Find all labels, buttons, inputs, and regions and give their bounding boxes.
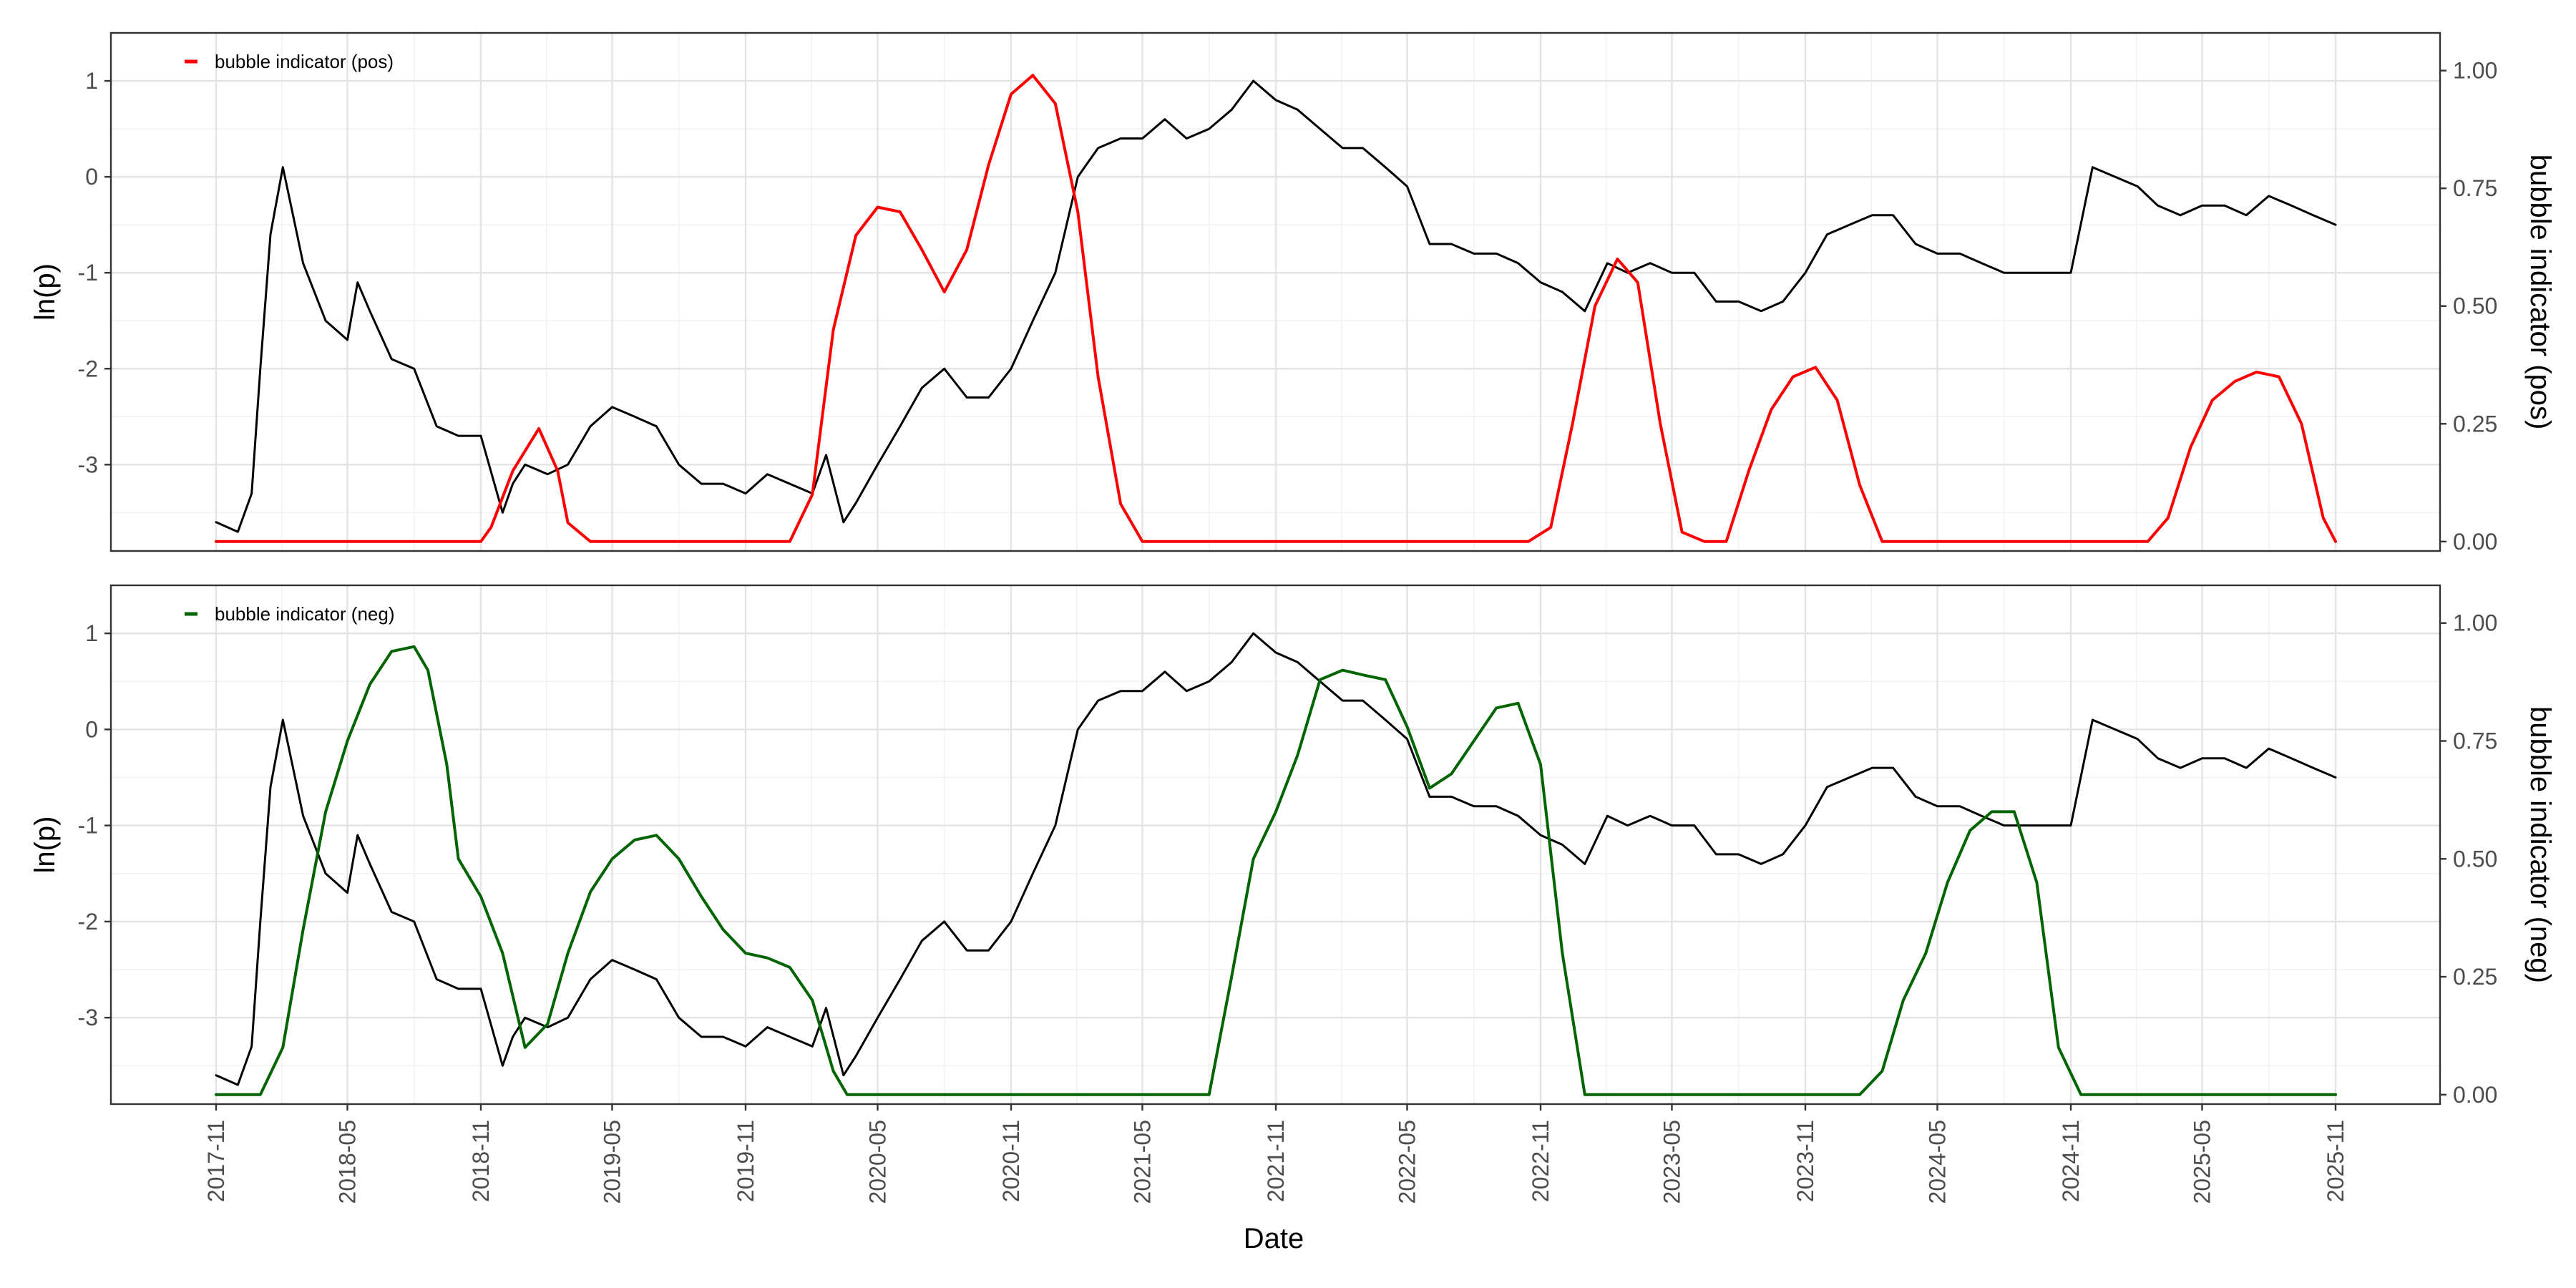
y-axis-title-right: bubble indicator (neg) (2524, 706, 2556, 983)
panel-border (109, 31, 2441, 552)
y-tick-label-left: 0 (85, 716, 98, 742)
legend-label: bubble indicator (pos) (215, 51, 394, 72)
x-tick-label: 2020-11 (998, 1120, 1024, 1202)
x-tick-label: 2025-11 (2323, 1120, 2348, 1202)
x-axis-title: Date (1244, 1223, 1304, 1254)
x-tick-label: 2024-05 (1924, 1120, 1950, 1204)
y-axis-title-left: ln(p) (29, 816, 61, 873)
y-tick-label-right: 0.25 (2453, 964, 2497, 990)
x-tick-label: 2017-11 (203, 1120, 229, 1202)
y-tick-label-right: 0.50 (2453, 846, 2497, 872)
x-tick-label: 2023-11 (1792, 1120, 1818, 1202)
y-axis-title-right: bubble indicator (pos) (2524, 155, 2556, 430)
x-tick-label: 2019-11 (733, 1120, 758, 1202)
y-tick-label-left: -1 (78, 813, 98, 839)
y-tick-label-left: -2 (78, 909, 98, 935)
x-tick-label: 2024-11 (2058, 1120, 2084, 1202)
x-tick-label: 2018-11 (468, 1120, 494, 1202)
y-tick-label-right: 0.00 (2453, 529, 2497, 555)
series-line-bubble-indicator (215, 74, 2337, 543)
x-tick-label: 2023-05 (1659, 1120, 1684, 1204)
x-tick-label: 2021-05 (1129, 1120, 1155, 1204)
y-tick-label-left: 1 (85, 68, 98, 94)
panel-pos: 1 0 -1 -2 -3 1.00 0.75 0.50 0.25 0.00 ln(p) bubble … (29, 31, 2556, 555)
y-axis-title-left: ln(p) (29, 263, 61, 321)
x-tick-label: 2025-05 (2189, 1120, 2215, 1204)
y-tick-label-left: -3 (78, 452, 98, 477)
y-tick-label-right: 0.75 (2453, 728, 2497, 754)
series-line-lnp (215, 79, 2337, 533)
series-line-bubble-indicator (215, 645, 2337, 1096)
y-tick-label-left: 1 (85, 620, 98, 646)
x-tick-label: 2018-05 (334, 1120, 360, 1204)
y-tick-label-left: 0 (85, 164, 98, 190)
x-tick-label: 2021-11 (1263, 1120, 1289, 1202)
series-line-lnp (215, 632, 2337, 1086)
legend-label: bubble indicator (neg) (215, 603, 395, 625)
panel-neg: 1 0 -1 -2 -3 1.00 0.75 0.50 0.25 0.00 ln(p) bubble … (29, 584, 2556, 1108)
y-tick-label-left: -1 (78, 260, 98, 286)
x-tick-label: 2022-05 (1394, 1120, 1420, 1204)
x-tick-label: 2022-11 (1528, 1120, 1553, 1202)
y-tick-label-right: 0.25 (2453, 411, 2497, 436)
y-tick-label-right: 0.00 (2453, 1082, 2497, 1108)
y-tick-label-right: 1.00 (2453, 58, 2497, 84)
x-tick-label: 2019-05 (599, 1120, 625, 1204)
y-tick-label-left: -2 (78, 356, 98, 381)
x-axis: 2017-11 2018-05 2018-11 2019-05 2019-11 2020-… (203, 1104, 2348, 1204)
y-tick-label-right: 0.75 (2453, 175, 2497, 201)
x-tick-label: 2020-05 (864, 1120, 890, 1204)
y-tick-label-right: 0.50 (2453, 293, 2497, 319)
y-tick-label-right: 1.00 (2453, 610, 2497, 636)
y-tick-label-left: -3 (78, 1005, 98, 1030)
